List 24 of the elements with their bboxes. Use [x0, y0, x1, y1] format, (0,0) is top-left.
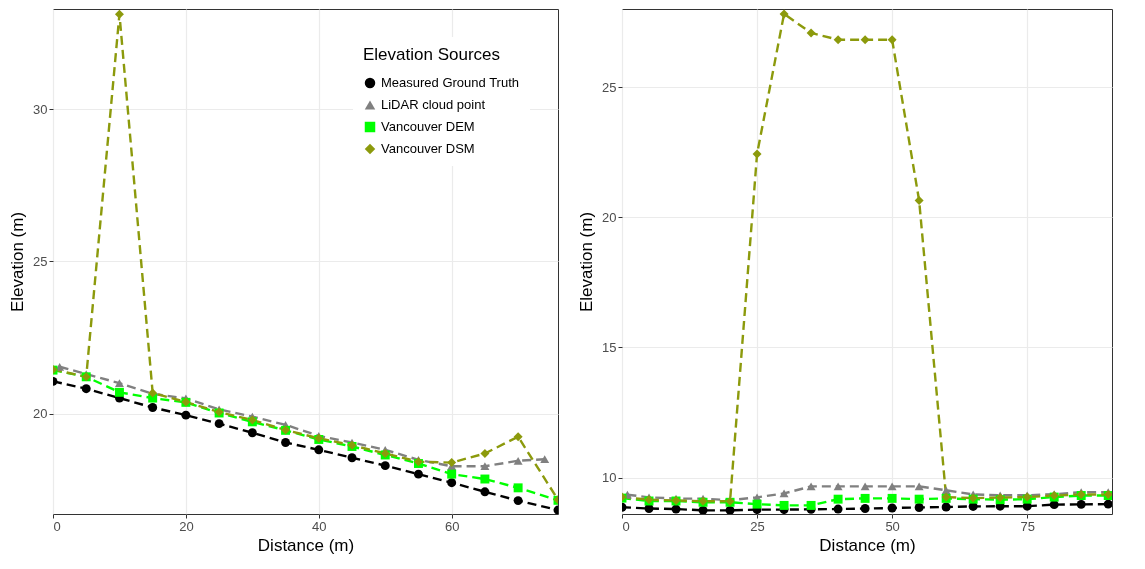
x-axis-title: Distance (m) — [819, 535, 916, 555]
x-tick-label: 50 — [885, 518, 900, 534]
x-tick-label: 0 — [53, 518, 61, 534]
y-tick-label: 25 — [33, 254, 48, 269]
x-tick-label: 75 — [1020, 518, 1035, 534]
y-tick-label: 30 — [33, 101, 48, 117]
legend-label: Vancouver DEM — [381, 119, 475, 134]
y-tick-label: 20 — [602, 209, 617, 225]
x-tick-label: 0 — [622, 518, 630, 534]
x-tick-label: 20 — [179, 518, 194, 534]
y-axis-title: Elevation (m) — [577, 211, 597, 313]
legend-label: LiDAR cloud point — [381, 97, 486, 112]
x-axis-title: Distance (m) — [257, 535, 355, 555]
y-tick-label: 15 — [602, 339, 617, 355]
y-tick-label: 10 — [602, 470, 617, 486]
y-tick-label: 20 — [33, 406, 48, 422]
x-tick-label: 25 — [750, 518, 765, 534]
y-tick-label: 25 — [602, 79, 617, 95]
legend-title: Elevation Sources — [363, 45, 501, 64]
y-axis-title: Elevation (m) — [8, 211, 28, 313]
x-tick-label: 60 — [444, 518, 460, 534]
x-tick-label: 40 — [312, 518, 327, 534]
legend-label: Measured Ground Truth — [381, 75, 520, 90]
legend-label: Vancouver DSM — [381, 141, 475, 156]
